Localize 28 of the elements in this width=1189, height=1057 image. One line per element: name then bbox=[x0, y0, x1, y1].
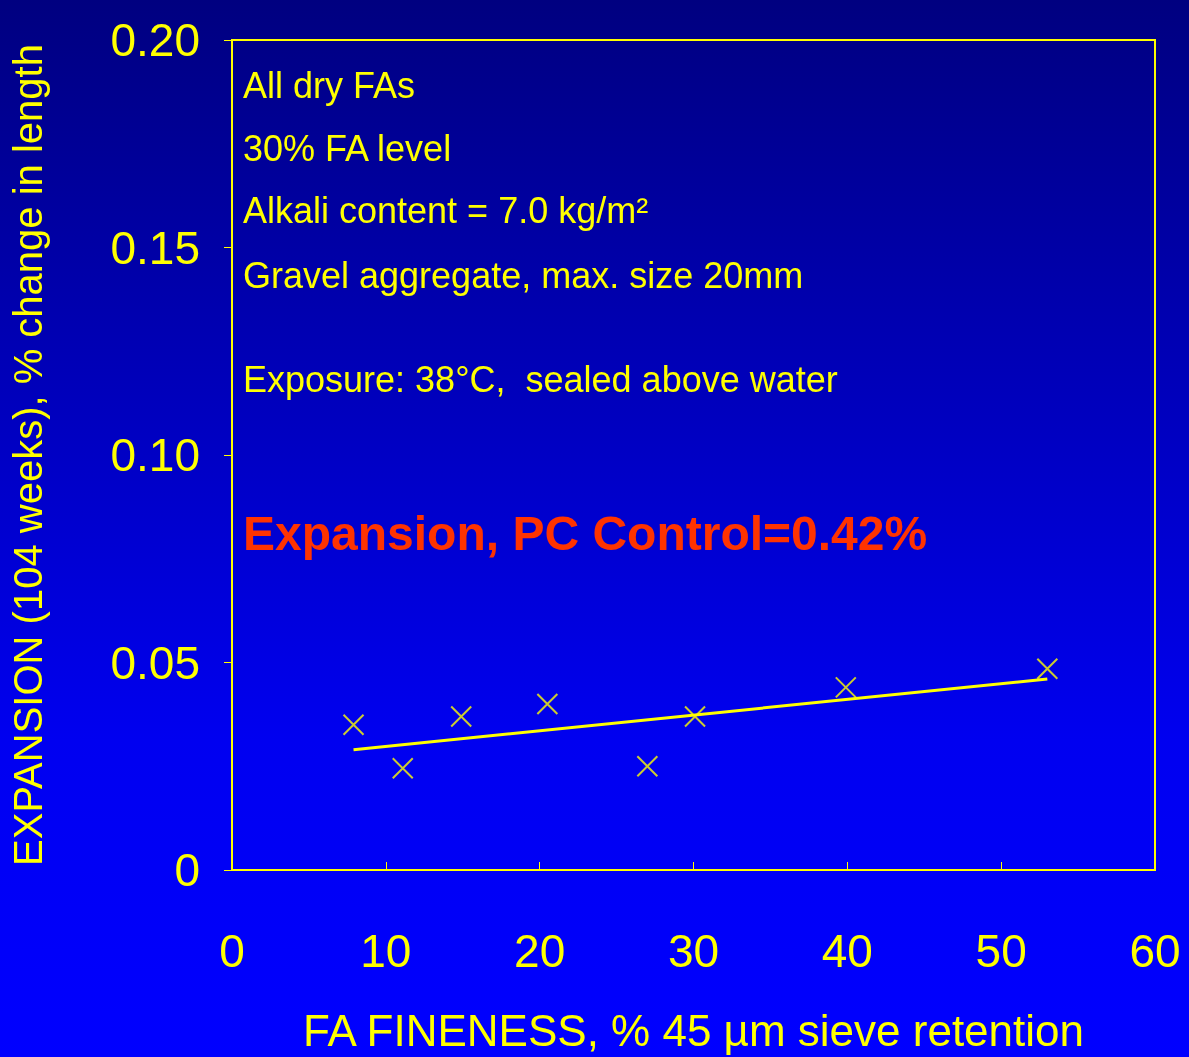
point bbox=[450, 705, 473, 728]
x-tick-label: 50 bbox=[975, 925, 1027, 977]
x-tick-label: 60 bbox=[1129, 925, 1181, 977]
annotation: 30% FA level bbox=[243, 127, 452, 169]
y-tick-label: 0.15 bbox=[110, 221, 200, 274]
point bbox=[636, 755, 659, 778]
annotation: Alkali content = 7.0 kg/m² bbox=[243, 189, 649, 231]
y-tick-label: 0.20 bbox=[110, 14, 200, 66]
annotation: All dry FAs bbox=[243, 64, 416, 106]
point bbox=[391, 757, 414, 780]
x-tick-label: 40 bbox=[821, 925, 873, 977]
y-tick-label: 0 bbox=[174, 844, 200, 896]
y-axis-title: EXPANSION (104 weeks), % change in length bbox=[6, 44, 50, 866]
point bbox=[536, 693, 559, 715]
x-tick-label: 10 bbox=[360, 925, 412, 977]
x-tick-label: 30 bbox=[667, 925, 720, 977]
x-tick-label: 20 bbox=[514, 925, 566, 977]
annotation: Expansion, PC Control=0.42% bbox=[243, 506, 928, 560]
y-tick-label: 0.05 bbox=[110, 636, 200, 689]
point bbox=[834, 676, 857, 699]
annotation: Exposure: 38°C, sealed above water bbox=[243, 358, 838, 400]
point bbox=[1036, 657, 1059, 680]
x-axis-title: FA FINENESS, % 45 µm sieve retention bbox=[303, 1005, 1084, 1055]
y-tick-label: 0.10 bbox=[110, 429, 200, 481]
x-tick-label: 0 bbox=[219, 925, 245, 977]
point bbox=[684, 705, 707, 728]
point bbox=[342, 713, 365, 736]
annotation: Gravel aggregate, max. size 20mm bbox=[243, 254, 804, 296]
